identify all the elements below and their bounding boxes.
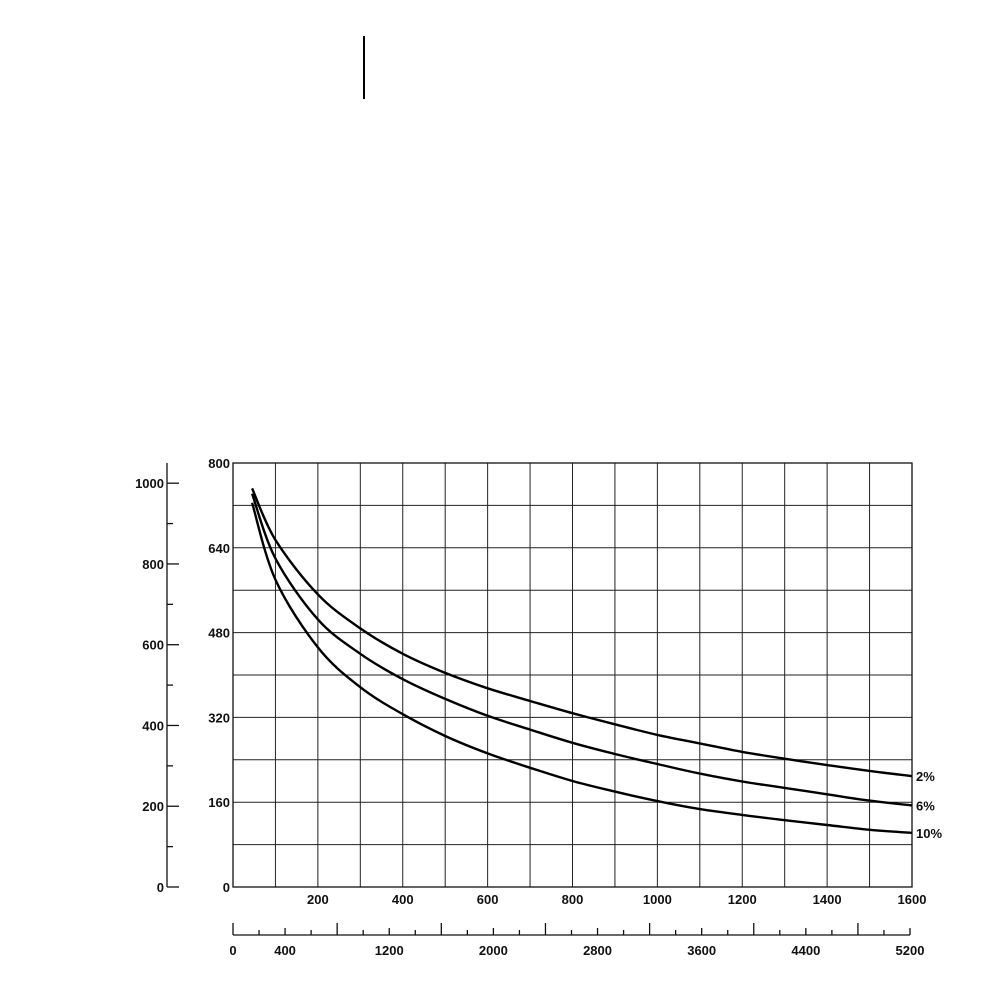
chart-labels: 0 160 320 480 640 800 200 400 600 800 1000 1200 1400… bbox=[135, 456, 942, 958]
y-secondary-tick-label: 600 bbox=[142, 638, 164, 653]
x-primary-tick-label: 1000 bbox=[643, 892, 672, 907]
series-label: 10% bbox=[916, 826, 942, 841]
x-secondary-tick-label: 5200 bbox=[896, 943, 925, 958]
series-line-6pct bbox=[250, 493, 913, 807]
y-primary-tick-label: 0 bbox=[223, 880, 230, 895]
x-primary-tick-label: 800 bbox=[562, 892, 584, 907]
y-primary-tick-label: 800 bbox=[208, 456, 230, 471]
x-primary-tick-label: 1600 bbox=[898, 892, 927, 907]
x-secondary-tick-label: 400 bbox=[274, 943, 296, 958]
x-secondary-tick-label: 4400 bbox=[791, 943, 820, 958]
x-primary-tick-label: 200 bbox=[307, 892, 329, 907]
x-secondary-tick-label: 0 bbox=[229, 943, 236, 958]
x-secondary-tick-label: 3600 bbox=[687, 943, 716, 958]
series-line-2pct bbox=[251, 487, 913, 778]
chart-series bbox=[250, 487, 913, 835]
x-secondary-tick-label: 1200 bbox=[375, 943, 404, 958]
y-secondary-tick-label: 200 bbox=[142, 799, 164, 814]
x-secondary-tick-label: 2000 bbox=[479, 943, 508, 958]
y-secondary-tick-label: 800 bbox=[142, 557, 164, 572]
y-primary-tick-label: 160 bbox=[208, 795, 230, 810]
x-secondary-tick-label: 2800 bbox=[583, 943, 612, 958]
y-secondary-tick-label: 400 bbox=[142, 718, 164, 733]
x-primary-tick-label: 1400 bbox=[813, 892, 842, 907]
x-primary-tick-label: 600 bbox=[477, 892, 499, 907]
series-label: 2% bbox=[916, 769, 935, 784]
y-secondary-tick-label: 1000 bbox=[135, 476, 164, 491]
y-primary-tick-label: 640 bbox=[208, 541, 230, 556]
x-primary-tick-label: 400 bbox=[392, 892, 414, 907]
plot-frame bbox=[232, 462, 913, 888]
y-primary-tick-label: 320 bbox=[208, 710, 230, 725]
x-primary-tick-label: 1200 bbox=[728, 892, 757, 907]
chart-axes bbox=[166, 462, 913, 936]
series-label: 6% bbox=[916, 798, 935, 813]
y-secondary-tick-label: 0 bbox=[157, 880, 164, 895]
series-line-10pct bbox=[250, 502, 913, 835]
y-primary-tick-label: 480 bbox=[208, 626, 230, 641]
